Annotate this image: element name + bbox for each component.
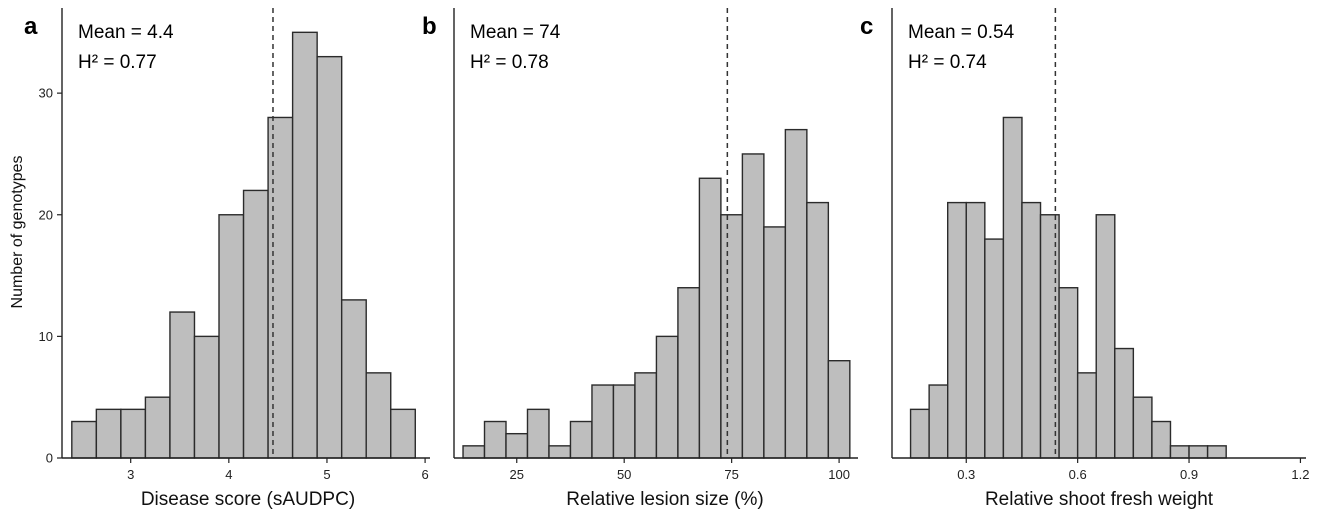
histogram-bar	[569, 420, 593, 459]
histogram-bar	[984, 238, 1005, 459]
histogram-bar	[634, 372, 658, 459]
histogram-bar	[193, 335, 220, 459]
histogram-bar	[1114, 347, 1135, 459]
panel-a-h2-annotation: H² = 0.77	[78, 52, 157, 73]
histogram-bar	[120, 408, 147, 459]
histogram-bar	[1058, 287, 1079, 459]
histogram-bar	[316, 55, 343, 459]
y-tick-label: 0	[46, 451, 53, 466]
x-tick-label: 5	[323, 467, 330, 482]
histogram-bar	[218, 214, 245, 459]
panel-letter-a: a	[24, 13, 38, 40]
histogram-bar	[144, 396, 171, 459]
histogram-bar	[909, 408, 930, 459]
histogram-bar	[741, 153, 765, 459]
x-tick-label: 75	[724, 467, 738, 482]
histogram-bar	[291, 31, 318, 459]
x-tick-label: 0.6	[1069, 467, 1087, 482]
panel-c-bars	[909, 116, 1227, 459]
histogram-bar	[677, 287, 701, 459]
panel-c-x-axis-label: Relative shoot fresh weight	[985, 489, 1214, 510]
x-tick-label: 3	[127, 467, 134, 482]
panel-b-h2-annotation: H² = 0.78	[470, 52, 549, 73]
histogram-bar	[169, 311, 196, 459]
histogram-bar	[1151, 420, 1172, 459]
histogram-bar	[827, 360, 851, 459]
histogram-bar	[1188, 445, 1209, 459]
panel-a: a 0 10 20 30 3 4 5 6 Mean = 4.4 H² = 0.77 Dise…	[24, 8, 430, 510]
histogram-bar	[763, 226, 787, 459]
x-tick-label: 25	[510, 467, 524, 482]
y-tick-label: 10	[39, 329, 53, 344]
histogram-bar	[655, 335, 679, 459]
panel-b-x-axis-label: Relative lesion size (%)	[566, 489, 763, 510]
histogram-bar	[1169, 445, 1190, 459]
histogram-bar	[806, 201, 830, 459]
panel-a-x-axis: 3 4 5 6	[127, 458, 429, 482]
histogram-bar	[1095, 214, 1116, 459]
histogram-bar	[928, 384, 949, 459]
histogram-bar	[462, 445, 486, 459]
panel-b-x-axis: 25 50 75 100	[510, 458, 850, 482]
panel-letter-c: c	[860, 13, 873, 40]
histogram-bar	[71, 420, 98, 459]
panel-a-y-axis: 0 10 20 30	[39, 86, 62, 466]
histogram-bar	[591, 384, 615, 459]
histogram-bar	[1039, 214, 1060, 459]
panel-c-h2-annotation: H² = 0.74	[908, 52, 987, 73]
histogram-bar	[947, 201, 967, 459]
histogram-bar	[720, 214, 744, 459]
histogram-bar	[1076, 372, 1097, 459]
histogram-bar	[505, 432, 529, 459]
panel-a-bars	[71, 31, 416, 459]
x-tick-label: 1.2	[1291, 467, 1309, 482]
histogram-bar	[95, 408, 122, 459]
x-tick-label: 50	[617, 467, 631, 482]
x-tick-label: 6	[421, 467, 428, 482]
panel-a-mean-annotation: Mean = 4.4	[78, 22, 174, 43]
histogram-bar	[267, 116, 294, 459]
panel-b: b 25 50 75 100 Mean = 74 H² = 0.78 Relative…	[422, 8, 858, 510]
histogram-bar	[1132, 396, 1153, 459]
histogram-bar	[526, 408, 550, 459]
y-tick-label: 20	[39, 207, 53, 222]
histogram-bar	[242, 189, 269, 459]
histogram-bar	[548, 445, 572, 459]
histogram-bar	[965, 201, 986, 459]
histogram-bar	[1206, 445, 1227, 459]
x-tick-label: 0.3	[957, 467, 975, 482]
panel-c-x-axis: 0.3 0.6 0.9 1.2	[957, 458, 1309, 482]
y-tick-label: 30	[39, 86, 53, 101]
panel-letter-b: b	[422, 13, 437, 40]
panel-c-mean-annotation: Mean = 0.54	[908, 22, 1015, 43]
histogram-bar	[340, 299, 367, 459]
histogram-bar	[390, 408, 416, 459]
panel-b-mean-annotation: Mean = 74	[470, 22, 561, 43]
histogram-bar	[1021, 201, 1042, 459]
histogram-bar	[365, 372, 392, 459]
x-tick-label: 4	[225, 467, 232, 482]
histogram-bar	[784, 128, 808, 459]
panel-a-x-axis-label: Disease score (sAUDPC)	[141, 489, 355, 510]
histogram-bar	[1002, 116, 1023, 459]
panel-c: c 0.3 0.6 0.9 1.2 Mean = 0.54 H² = 0.74 Rel…	[860, 8, 1309, 510]
histogram-bar	[698, 177, 722, 459]
histogram-bar	[483, 420, 507, 459]
panel-b-bars	[462, 128, 851, 459]
histogram-bar	[612, 384, 636, 459]
y-axis-label: Number of genotypes	[9, 156, 26, 309]
x-tick-label: 100	[828, 467, 850, 482]
x-tick-label: 0.9	[1180, 467, 1198, 482]
